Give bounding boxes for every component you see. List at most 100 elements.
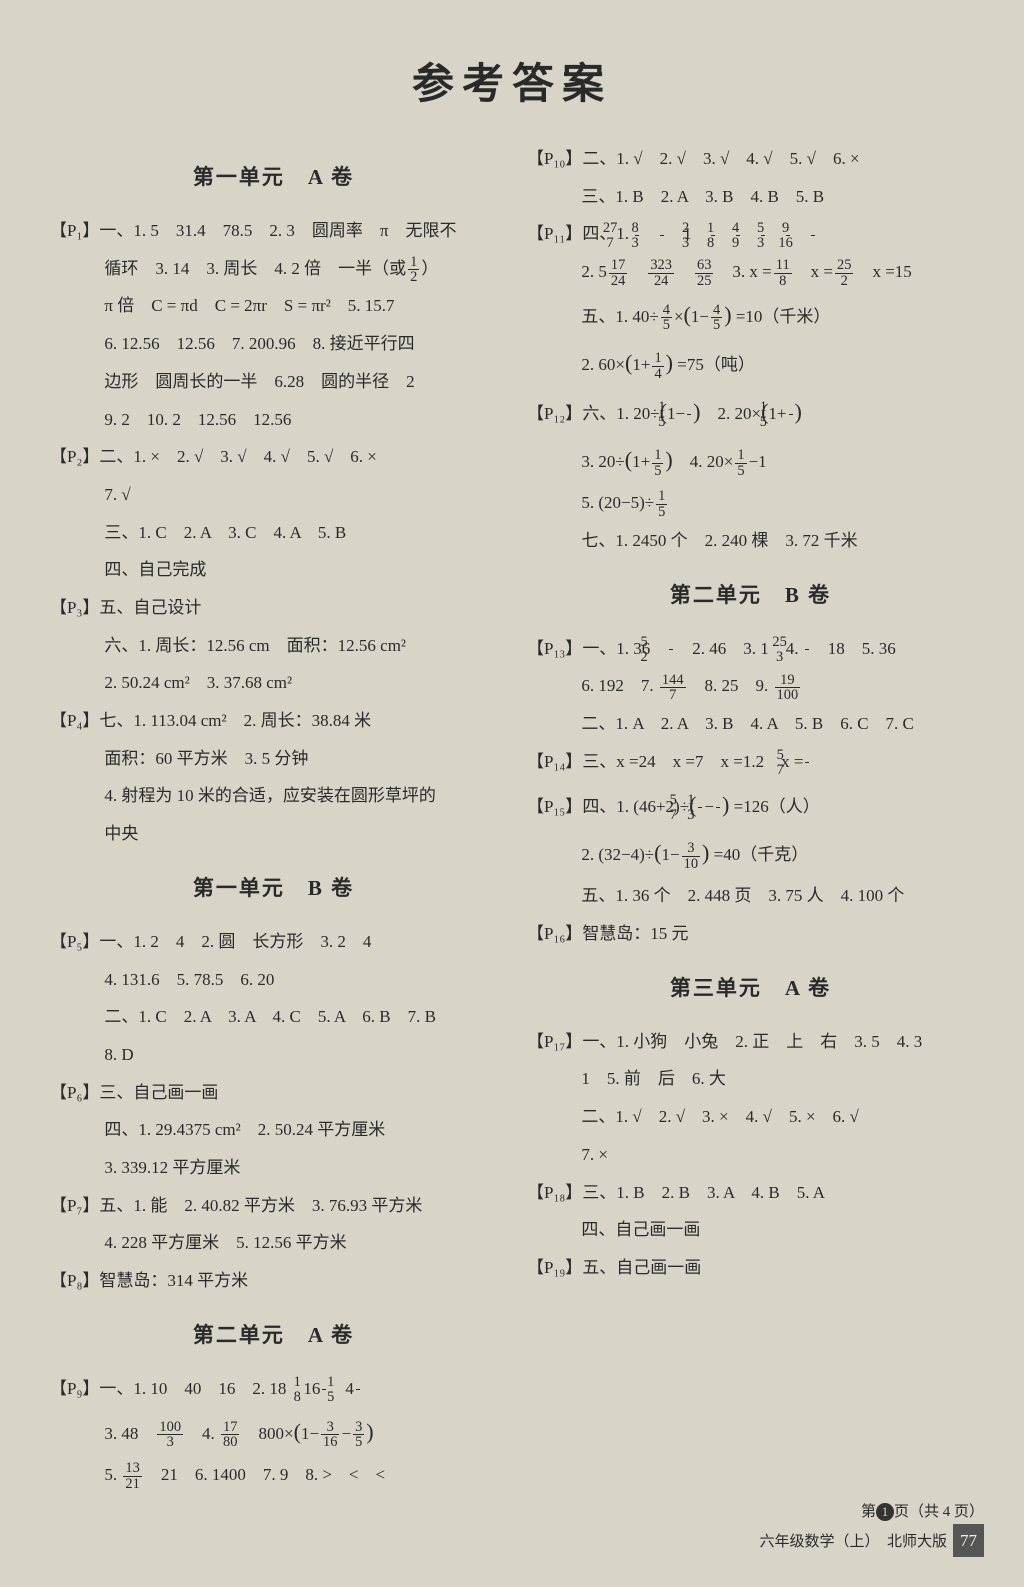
text: 第 <box>861 1504 876 1520</box>
frac-25-3: 253 <box>805 635 809 665</box>
ref-p18: 【P₁₈】 <box>527 1183 582 1202</box>
text: 800× <box>241 1424 293 1443</box>
text: 五、自己画一画 <box>582 1258 701 1277</box>
p4-line3: 4. 射程为 10 米的合适，应安装在圆形草坪的 <box>50 778 497 814</box>
text: 五、1. 40÷ <box>581 307 658 326</box>
p19-line1: 【P₁₉】五、自己画一画 <box>527 1250 974 1286</box>
text: 3. x = <box>715 262 771 281</box>
ref-p4: 【P₄】 <box>50 711 99 730</box>
section-u3a: 第三单元 A 卷 <box>527 966 974 1010</box>
frac-5-2: 52 <box>669 635 673 665</box>
ref-p6: 【P₆】 <box>50 1083 99 1102</box>
p15-line1: 【P₁₅】四、1. (46+2)÷(57−13) =126（人） <box>527 782 974 828</box>
frac-19-100: 19100 <box>775 673 801 703</box>
p9-line2: 3. 48 1003 4. 1780 800×(1−316−35) <box>50 1409 497 1455</box>
frac-144-7: 1447 <box>660 673 686 703</box>
text: 一、1. 5 31.4 78.5 2. 3 圆周率 π 无限不 <box>99 221 456 240</box>
text: 4. 228 平方厘米 5. 12.56 平方米 <box>104 1233 346 1252</box>
text: 四、自己完成 <box>104 560 206 579</box>
p9-line1: 【P₉】一、1. 10 40 16 2. 18 1618 415 <box>50 1371 497 1407</box>
p18-line2: 四、自己画一画 <box>527 1212 974 1248</box>
p4-line4: 中央 <box>50 816 497 852</box>
frac-100-3: 1003 <box>157 1420 183 1450</box>
p4-line2: 面积：60 平方米 3. 5 分钟 <box>50 741 497 777</box>
footer: 第1页（共 4 页） 六年级数学（上） 北师大版77 <box>759 1500 984 1557</box>
ref-p13: 【P₁₃】 <box>527 639 582 658</box>
p13-line2: 6. 192 7. 1447 8. 25 9. 19100 <box>527 668 974 704</box>
text: 2. 5 <box>581 262 607 281</box>
text: 七、1. 113.04 cm² 2. 周长：38.84 米 <box>99 711 371 730</box>
p7-line2: 4. 228 平方厘米 5. 12.56 平方米 <box>50 1225 497 1261</box>
page-number-badge: 1 <box>876 1503 894 1521</box>
text: 二、1. √ 2. √ 3. √ 4. √ 5. √ 6. × <box>582 149 859 168</box>
text: 四、自己画一画 <box>581 1220 700 1239</box>
text: x =15 <box>855 262 911 281</box>
frac-9-16: 916 <box>811 221 815 251</box>
frac-1-5e: 15 <box>735 448 746 478</box>
frac-5-7: 57 <box>805 748 809 778</box>
p12-line2: 3. 20÷(1+15) 4. 20×15−1 <box>527 437 974 483</box>
p13-line1: 【P₁₃】一、1. 36 52 2. 46 3. 1 4. 253 18 5. … <box>527 631 974 667</box>
text: π 倍 C = πd C = 2πr S = πr² 5. 15.7 <box>104 296 394 315</box>
frac-3-5: 35 <box>353 1420 364 1450</box>
p6-line1: 【P₆】三、自己画一画 <box>50 1075 497 1111</box>
ref-p10: 【P₁₀】 <box>527 149 582 168</box>
text: 一、1. 10 40 16 2. 18 16 <box>99 1379 320 1398</box>
text: 8. 25 9. <box>688 676 773 695</box>
text: 8. D <box>104 1045 133 1064</box>
text: 三、1. C 2. A 3. C 4. A 5. B <box>104 523 346 542</box>
text: 21 6. 1400 7. 9 8. > < < <box>144 1465 385 1484</box>
p11-line4: 2. 60×(1+14) =75（吨） <box>527 340 974 386</box>
ref-p2: 【P₂】 <box>50 447 99 466</box>
text: 五、1. 能 2. 40.82 平方米 3. 76.93 平方米 <box>99 1196 422 1215</box>
frac-8-3: 83 <box>660 221 664 251</box>
p3-line1: 【P₃】五、自己设计 <box>50 590 497 626</box>
text: 二、1. A 2. A 3. B 4. A 5. B 6. C 7. C <box>581 714 914 733</box>
p4-line1: 【P₄】七、1. 113.04 cm² 2. 周长：38.84 米 <box>50 703 497 739</box>
text: 六、1. 20÷ <box>582 404 659 423</box>
p5-line1: 【P₅】一、1. 2 4 2. 圆 长方形 3. 2 4 <box>50 924 497 960</box>
text: 边形 圆周长的一半 6.28 圆的半径 2 <box>104 372 414 391</box>
p17-line2: 1 5. 前 后 6. 大 <box>527 1061 974 1097</box>
p7-line1: 【P₇】五、1. 能 2. 40.82 平方米 3. 76.93 平方米 <box>50 1188 497 1224</box>
text: 18 5. 36 <box>811 639 896 658</box>
frac-1-5c: 15 <box>789 400 793 430</box>
section-u1a: 第一单元 A 卷 <box>50 155 497 199</box>
ref-p17: 【P₁₇】 <box>527 1032 582 1051</box>
frac-4-5: 45 <box>661 303 672 333</box>
p5-line3: 二、1. C 2. A 3. A 4. C 5. A 6. B 7. B <box>50 999 497 1035</box>
text: 6. 12.56 12.56 7. 200.96 8. 接近平行四 <box>104 334 414 353</box>
p11-line1: 【P₁₁】四、1. 277 83 1 23 18 49 53 916 <box>527 216 974 252</box>
p11-line2: 2. 51724 32324 6325 3. x =118 x =252 x =… <box>527 254 974 290</box>
ref-p16: 【P₁₆】 <box>527 924 582 943</box>
text: ） <box>421 259 438 278</box>
p3-line2: 六、1. 周长：12.56 cm 面积：12.56 cm² <box>50 628 497 664</box>
p17-line3: 二、1. √ 2. √ 3. × 4. √ 5. × 6. √ <box>527 1099 974 1135</box>
ref-p3: 【P₃】 <box>50 598 99 617</box>
text: 五、1. 36 个 2. 448 页 3. 75 人 4. 100 个 <box>581 886 904 905</box>
p12-line1: 【P₁₂】六、1. 20÷(1−15) 2. 20×(1+15) <box>527 389 974 435</box>
p2-line3: 三、1. C 2. A 3. C 4. A 5. B <box>50 515 497 551</box>
p5-line4: 8. D <box>50 1037 497 1073</box>
text: 3. 20÷ <box>581 452 624 471</box>
text: 2. 60× <box>581 355 625 374</box>
text: 5. <box>104 1465 121 1484</box>
text: 5. (20−5)÷ <box>581 493 654 512</box>
p14-line1: 【P₁₄】三、x =24 x =7 x =1.2 x =57 <box>527 744 974 780</box>
text: 面积：60 平方米 3. 5 分钟 <box>104 749 308 768</box>
frac-11-8: 118 <box>774 258 792 288</box>
text: 一、1. 小狗 小兔 2. 正 上 右 3. 5 4. 3 <box>582 1032 922 1051</box>
text: 4. <box>185 1424 219 1443</box>
left-column: 第一单元 A 卷 【P₁】一、1. 5 31.4 78.5 2. 3 圆周率 π… <box>50 141 497 1495</box>
footer-line2: 六年级数学（上） 北师大版77 <box>759 1524 984 1557</box>
p6-line2: 四、1. 29.4375 cm² 2. 50.24 平方厘米 <box>50 1112 497 1148</box>
p8-line1: 【P₈】智慧岛：314 平方米 <box>50 1263 497 1299</box>
text: 二、1. × 2. √ 3. √ 4. √ 5. √ 6. × <box>99 447 377 466</box>
p16-line1: 【P₁₆】智慧岛：15 元 <box>527 916 974 952</box>
text: =75（吨） <box>673 355 755 374</box>
p2-line1: 【P₂】二、1. × 2. √ 3. √ 4. √ 5. √ 6. × <box>50 439 497 475</box>
text: 2. (32−4)÷ <box>581 845 654 864</box>
frac-3-10: 310 <box>682 841 700 871</box>
p17-line4: 7. × <box>527 1137 974 1173</box>
ref-p15: 【P₁₅】 <box>527 797 582 816</box>
